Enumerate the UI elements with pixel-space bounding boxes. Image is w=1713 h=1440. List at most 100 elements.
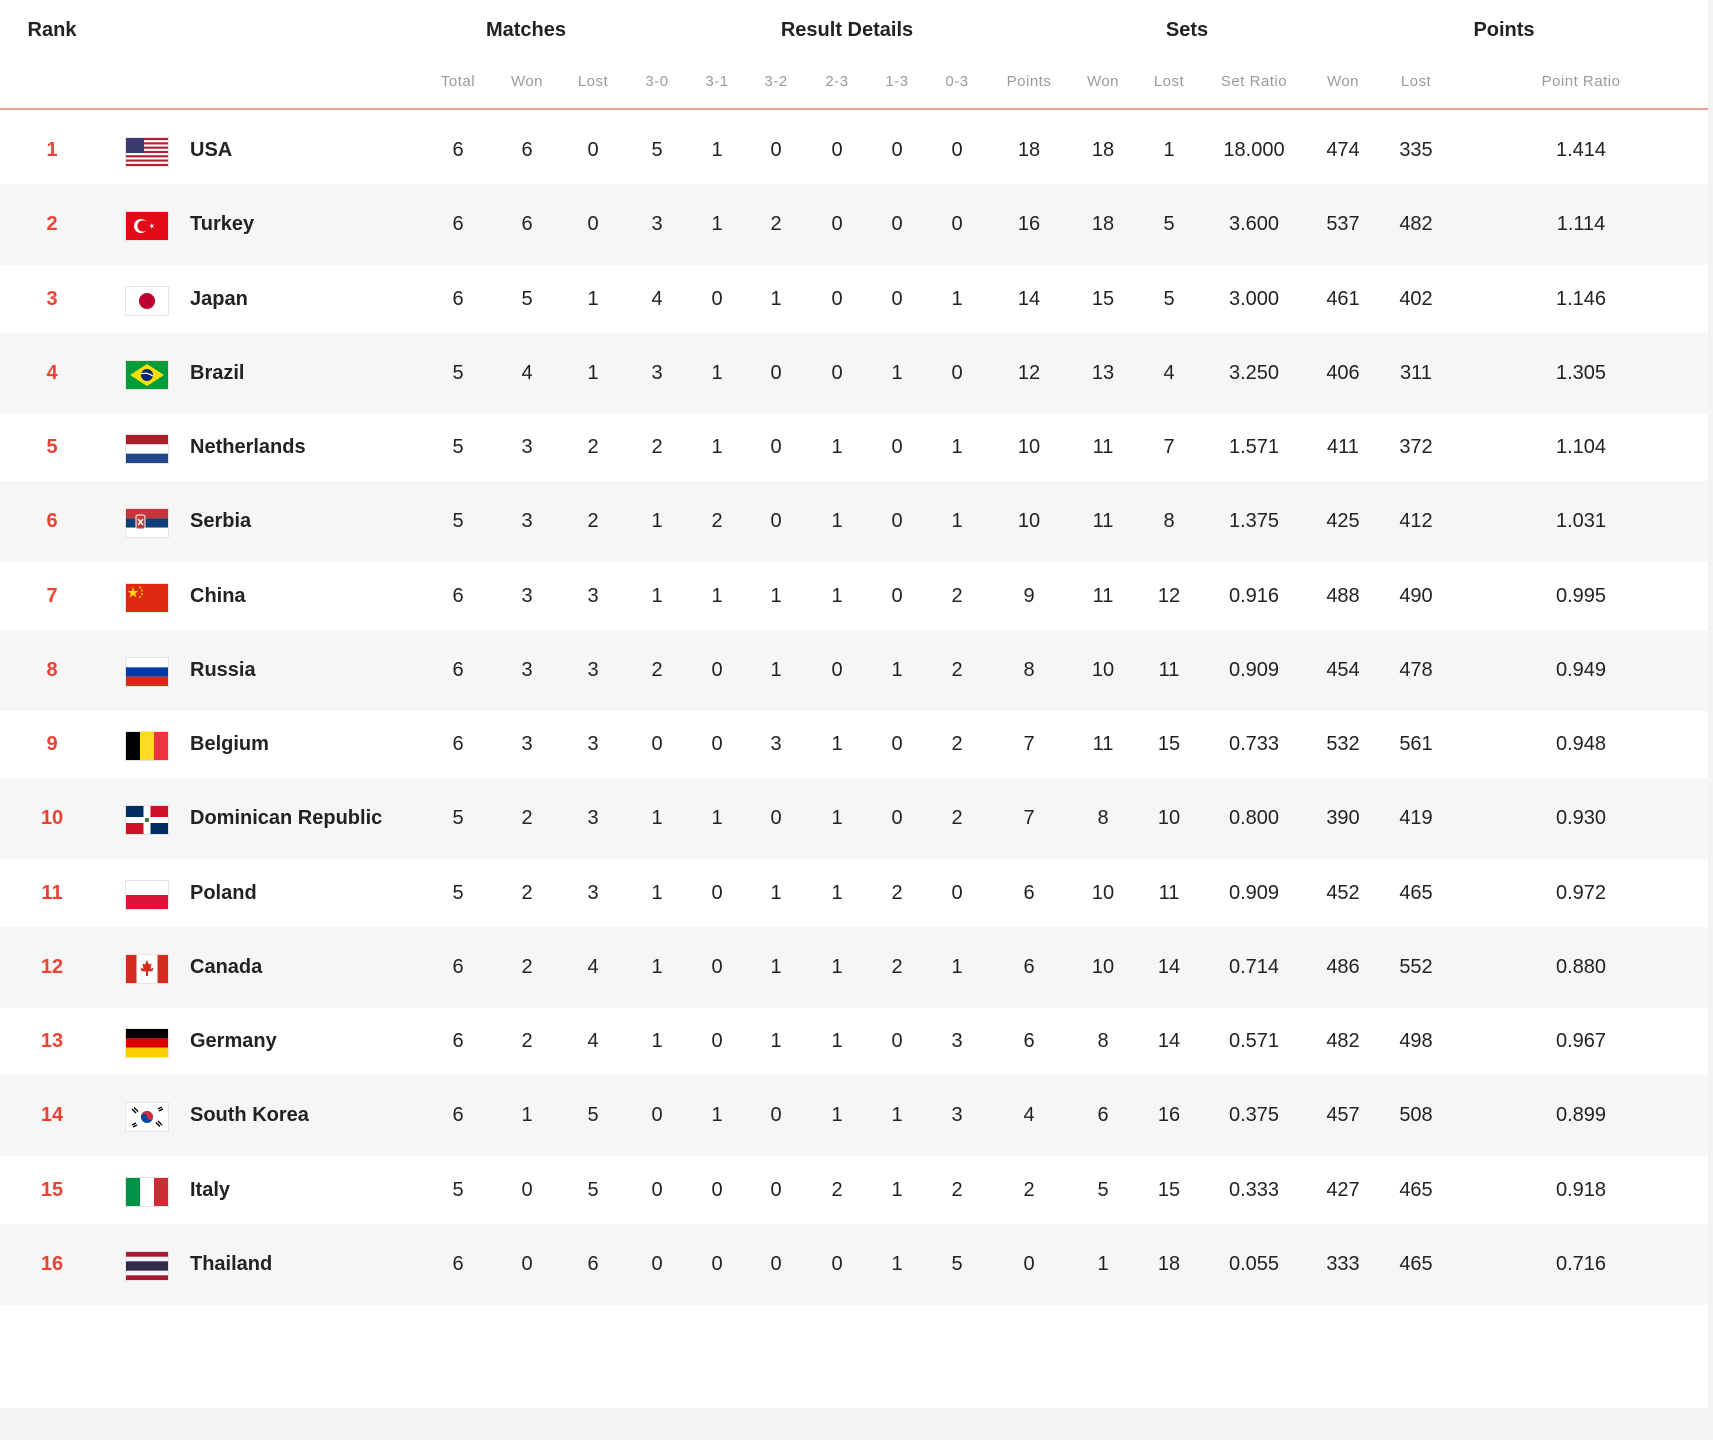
matches-lost-cell: 0	[587, 139, 599, 161]
rank-cell: 6	[46, 510, 58, 532]
table-row-8[interactable]: 8 Russia 6 3 3 2 0 1 0 1 2 8 10 11 0.909…	[0, 630, 1708, 711]
table-row-14[interactable]: 14 South Korea 6 1 5 0 1 0 1 1 3 4 6 16 …	[0, 1075, 1708, 1156]
col-header-points-won[interactable]: Won	[1326, 73, 1360, 90]
matches-lost-cell: 3	[587, 659, 599, 681]
matches-won-cell: 3	[521, 733, 533, 755]
matches-total-cell: 6	[452, 213, 464, 235]
rank-cell: 10	[40, 807, 64, 829]
col-header-set-ratio[interactable]: Set Ratio	[1220, 73, 1288, 90]
sets-lost-cell: 11	[1158, 659, 1180, 681]
result-3-1-cell: 0	[711, 733, 723, 755]
matches-total-cell: 6	[452, 1253, 464, 1275]
table-row-15[interactable]: 15 Italy 5 0 5 0 0 0 2 1 2 2 5 15 0.333 …	[0, 1150, 1708, 1231]
team-name[interactable]: Germany	[190, 1030, 277, 1052]
col-header-lost[interactable]: Lost	[577, 73, 609, 90]
team-name[interactable]: Netherlands	[190, 436, 306, 458]
result-0-3-cell: 1	[951, 436, 963, 458]
canada-flag-icon	[125, 954, 169, 984]
points-won-cell: 425	[1326, 510, 1360, 532]
matches-won-cell: 2	[521, 1030, 533, 1052]
col-header-3-2[interactable]: 3-2	[764, 73, 788, 90]
team-name[interactable]: China	[190, 585, 246, 607]
sets-lost-cell: 15	[1157, 733, 1181, 755]
col-header-3-0[interactable]: 3-0	[645, 73, 669, 90]
result-2-3-cell: 0	[831, 139, 843, 161]
table-row-13[interactable]: 13 Germany 6 2 4 1 0 1 1 0 3 6 8 14 0.57…	[0, 1001, 1708, 1082]
sets-won-cell: 11	[1092, 510, 1114, 532]
result-0-3-cell: 0	[951, 362, 963, 384]
point-ratio-cell: 1.146	[1555, 288, 1607, 310]
set-ratio-cell: 18.000	[1223, 139, 1285, 161]
table-row-4[interactable]: 4 Brazil 5 4 1 3 1 0 0 1 0 12 13 4 3.250…	[0, 333, 1708, 414]
team-name[interactable]: Thailand	[190, 1253, 273, 1275]
table-row-9[interactable]: 9 Belgium 6 3 3 0 0 3 1 0 2 7 11 15 0.73…	[0, 704, 1708, 785]
sets-lost-cell: 8	[1163, 510, 1175, 532]
result-2-3-cell: 0	[831, 288, 843, 310]
result-3-2-cell: 0	[770, 362, 782, 384]
team-name[interactable]: Japan	[190, 288, 248, 310]
table-row-16[interactable]: 16 Thailand 6 0 6 0 0 0 0 1 5 0 1 18 0.0…	[0, 1224, 1708, 1305]
team-name[interactable]: South Korea	[190, 1104, 309, 1126]
col-header-won[interactable]: Won	[510, 73, 544, 90]
team-name[interactable]: Brazil	[190, 362, 245, 384]
points-won-cell: 457	[1326, 1104, 1360, 1126]
result-3-1-cell: 1	[711, 139, 723, 161]
table-row-1[interactable]: 1 USA 6 6 0 5 1 0 0 0 0 18 18 1 18.000 4…	[0, 110, 1708, 191]
rank-cell: 3	[46, 288, 58, 310]
page-scrollbar-track[interactable]	[1708, 0, 1713, 1440]
table-row-7[interactable]: 7 China 6 3 3 1 1 1 1 0 2 9 11 12 0.916 …	[0, 556, 1708, 637]
col-header-points-lost[interactable]: Lost	[1400, 73, 1432, 90]
col-header-sets-won[interactable]: Won	[1086, 73, 1120, 90]
team-name[interactable]: Belgium	[190, 733, 269, 755]
team-name[interactable]: Russia	[190, 659, 256, 681]
col-header-3-1[interactable]: 3-1	[705, 73, 729, 90]
point-ratio-cell: 0.948	[1555, 733, 1607, 755]
table-row-12[interactable]: 12 Canada 6 2 4 1 0 1 1 2 1 6 10 14 0.71…	[0, 927, 1708, 1008]
thailand-flag-icon	[125, 1251, 169, 1281]
result-3-0-cell: 2	[651, 659, 663, 681]
table-row-11[interactable]: 11 Poland 5 2 3 1 0 1 1 2 0 6 10 11 0.90…	[0, 853, 1708, 934]
rank-cell: 9	[46, 733, 58, 755]
result-3-2-cell: 0	[770, 1253, 782, 1275]
points-won-cell: 452	[1326, 882, 1360, 904]
rank-header[interactable]: Rank	[27, 19, 77, 41]
table-row-5[interactable]: 5 Netherlands 5 3 2 2 1 0 1 0 1 10 11 7 …	[0, 407, 1708, 488]
points-lost-cell: 508	[1399, 1104, 1433, 1126]
sets-lost-cell: 7	[1163, 436, 1175, 458]
col-header-total[interactable]: Total	[440, 73, 476, 90]
team-name[interactable]: Canada	[190, 956, 263, 978]
col-header-sets-lost[interactable]: Lost	[1153, 73, 1185, 90]
point-ratio-cell: 0.716	[1555, 1253, 1607, 1275]
team-name[interactable]: Poland	[190, 882, 257, 904]
rank-cell: 5	[46, 436, 58, 458]
team-name[interactable]: Dominican Republic	[190, 807, 383, 829]
points-cell: 8	[1023, 659, 1035, 681]
sets-lost-cell: 16	[1157, 1104, 1181, 1126]
points-won-cell: 454	[1326, 659, 1360, 681]
col-header-0-3[interactable]: 0-3	[945, 73, 969, 90]
team-name[interactable]: Serbia	[190, 510, 252, 532]
rank-cell: 13	[40, 1030, 64, 1052]
table-row-3[interactable]: 3 Japan 6 5 1 4 0 1 0 0 1 14 15 5 3.000 …	[0, 259, 1708, 340]
team-name[interactable]: USA	[190, 139, 233, 161]
points-cell: 10	[1017, 510, 1041, 532]
table-row-2[interactable]: 2 Turkey 6 6 0 3 1 2 0 0 0 16 18 5 3.600…	[0, 184, 1708, 265]
matches-lost-cell: 6	[587, 1253, 599, 1275]
table-row-6[interactable]: 6 Serbia 5 3 2 1 2 0 1 0 1 10 11 8 1.375…	[0, 481, 1708, 562]
result-0-3-cell: 2	[951, 1179, 963, 1201]
table-row-10[interactable]: 10 Dominican Republic 5 2 3 1 1 0 1 0 2 …	[0, 778, 1708, 859]
team-name[interactable]: Turkey	[190, 213, 255, 235]
points-header: Points	[1473, 19, 1535, 41]
rank-cell: 15	[40, 1179, 64, 1201]
point-ratio-cell: 1.305	[1555, 362, 1607, 384]
points-cell: 14	[1017, 288, 1041, 310]
team-name[interactable]: Italy	[190, 1179, 231, 1201]
col-header-1-3[interactable]: 1-3	[885, 73, 909, 90]
result-3-0-cell: 1	[651, 1030, 663, 1052]
matches-total-cell: 6	[452, 1030, 464, 1052]
col-header-2-3[interactable]: 2-3	[825, 73, 849, 90]
matches-lost-cell: 2	[587, 510, 599, 532]
col-header-points[interactable]: Points	[1006, 73, 1052, 90]
germany-flag-icon	[125, 1028, 169, 1058]
col-header-point-ratio[interactable]: Point Ratio	[1541, 73, 1621, 90]
